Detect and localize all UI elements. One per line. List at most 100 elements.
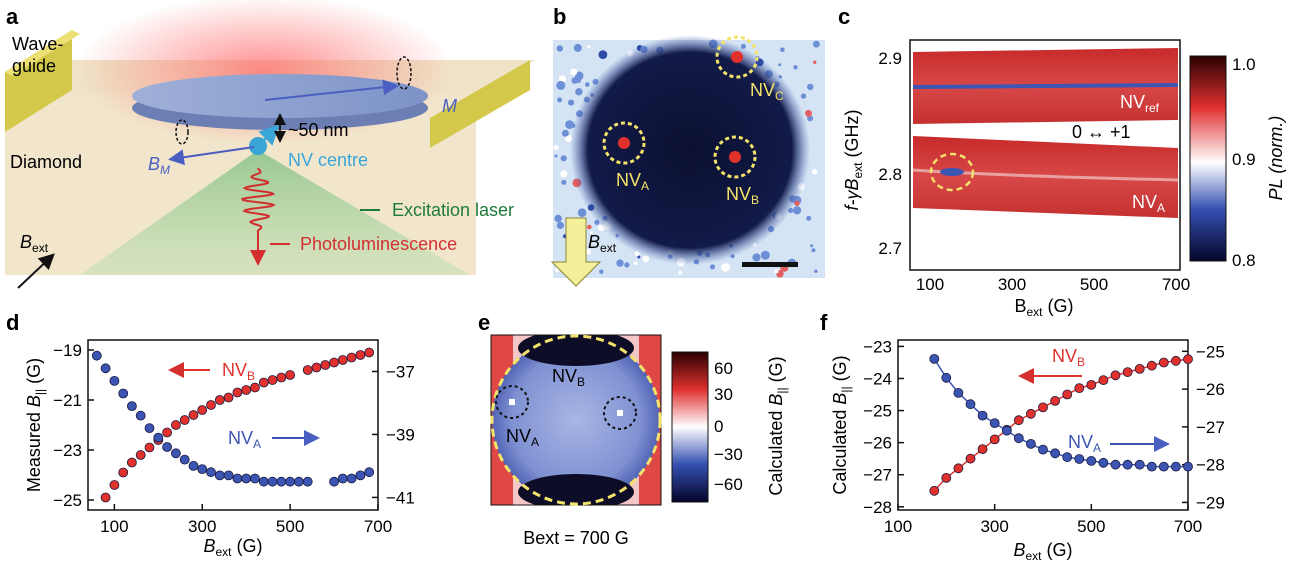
- cbar-tick-c: 0.8: [1232, 251, 1256, 270]
- x-tick-label: 500: [1077, 517, 1105, 536]
- speckle: [599, 269, 604, 274]
- nv-a-label-f: NVA: [1068, 432, 1101, 455]
- data-point-NVA: [337, 473, 348, 484]
- data-point-NVB: [953, 463, 964, 474]
- dip-circle: [929, 152, 975, 192]
- data-point-NVB: [258, 377, 269, 388]
- data-point-NVB: [1086, 379, 1097, 390]
- series-line-NVB: [933, 358, 1189, 492]
- y-ticks-c: 2.7 2.8 2.9: [878, 49, 902, 258]
- data-point-NVA: [355, 470, 366, 481]
- data-point-NVB: [250, 382, 260, 393]
- x-tick-label: 700: [364, 517, 392, 536]
- x-tick-label: 300: [188, 517, 216, 536]
- waveguide-right: [430, 60, 530, 148]
- speckle: [721, 263, 730, 272]
- y-tick-label-left: −25: [863, 402, 892, 421]
- x-label-c: Bext (G): [1014, 296, 1073, 319]
- distance-label: ~50 nm: [288, 120, 349, 140]
- data-point-NVB: [1158, 357, 1169, 368]
- data-point-NVA: [250, 473, 260, 484]
- cbar-tick-e: 0: [714, 417, 723, 436]
- data-point-NVB: [135, 450, 146, 460]
- bext-700-label: Bext = 700 G: [523, 528, 629, 548]
- data-point-NVA: [170, 448, 181, 459]
- data-point-NVA: [162, 442, 173, 452]
- data-point-NVA: [941, 372, 952, 383]
- data-point-NVA: [109, 375, 120, 386]
- excitation-label: Excitation laser: [392, 200, 514, 220]
- data-point-NVB: [232, 387, 243, 398]
- data-point-NVA: [302, 476, 313, 487]
- y-tick-label-right: −28: [1196, 456, 1225, 475]
- nv-c-label-b: NVC: [750, 80, 784, 103]
- speckle: [553, 145, 559, 150]
- cbar-tick-e: −30: [714, 445, 743, 464]
- nv-a-spot: [618, 137, 630, 149]
- data-point-NVB: [320, 360, 331, 370]
- data-point-NVB: [929, 485, 940, 496]
- speckle: [780, 47, 785, 52]
- panel-label-b: b: [553, 4, 566, 29]
- cbar-tick-e: 60: [714, 359, 733, 378]
- photoluminescence-label: Photoluminescence: [300, 234, 457, 254]
- speckle: [587, 224, 592, 230]
- speckle: [590, 231, 593, 234]
- x-tick-label: 700: [1174, 517, 1202, 536]
- y-tick-label-left: −24: [863, 369, 892, 388]
- speckle: [793, 65, 798, 70]
- transition-label: 0 ↔ +1: [1072, 122, 1131, 142]
- speckle: [558, 75, 567, 83]
- data-point-NVA: [144, 423, 155, 434]
- bm-label: BM: [148, 154, 170, 177]
- speckle: [813, 60, 817, 64]
- data-point-NVB: [109, 480, 120, 490]
- speckle: [807, 115, 814, 122]
- magnetization-arrow: [264, 79, 399, 101]
- speckle: [568, 99, 575, 106]
- y-tick-label-right: −37: [386, 362, 415, 381]
- nv-ref-label: NVref: [1120, 92, 1160, 115]
- nv-b-spot: [729, 151, 741, 163]
- speckle: [800, 93, 807, 99]
- speckle: [793, 206, 802, 215]
- data-point-NVB: [100, 492, 111, 503]
- nv-a-label-d: NVA: [228, 428, 261, 451]
- waveguide-label-1: Wave-: [12, 34, 63, 54]
- x-tick-label: 100: [884, 517, 912, 536]
- x-tick-label: 100: [100, 517, 128, 536]
- speckle: [571, 77, 579, 84]
- data-point-NVA: [91, 350, 102, 361]
- data-point-NVB: [346, 352, 357, 363]
- bm-arrow: [168, 146, 255, 166]
- speckle: [565, 135, 573, 143]
- panel-f: f 100 300 500 700 −23 −24 −25 −26 −27 −28 −25 −26 −2…: [820, 310, 1225, 563]
- speckle: [752, 253, 761, 262]
- plot-frame-f: [897, 339, 1189, 511]
- data-point-NVB: [267, 375, 278, 385]
- data-point-NVA: [965, 399, 976, 410]
- data-point-NVA: [1013, 433, 1024, 444]
- rotation-bm-icon: [175, 119, 189, 145]
- panel-a: a M BM ~50 nm NV centre Wave- guide Diam…: [5, 0, 535, 289]
- disk-outline: [490, 334, 662, 506]
- data-point-NVA: [1183, 461, 1193, 472]
- speckle: [554, 154, 558, 158]
- speckle: [807, 83, 814, 91]
- data-point-NVB: [126, 457, 137, 468]
- data-point-NVB: [337, 355, 348, 365]
- diamond-label: Diamond: [10, 152, 82, 172]
- nv-b-circle-e: [603, 396, 637, 430]
- y-tick-label-right: −29: [1196, 493, 1225, 512]
- data-point-NVB: [1122, 367, 1133, 378]
- rotation-m-icon: [396, 56, 412, 90]
- speckle: [561, 129, 569, 137]
- data-point-NVA: [241, 473, 252, 484]
- y-tick-label-left: −23: [53, 441, 82, 460]
- nv-a-label-b: NVA: [616, 170, 649, 193]
- x-tick-label: 500: [276, 517, 304, 536]
- ticks-d: 100 300 500 700 −19 −21 −23 −25 −37 −39 −41: [53, 341, 415, 536]
- data-point-NVB: [311, 362, 322, 373]
- data-point-NVB: [364, 347, 375, 358]
- speckle: [554, 214, 562, 223]
